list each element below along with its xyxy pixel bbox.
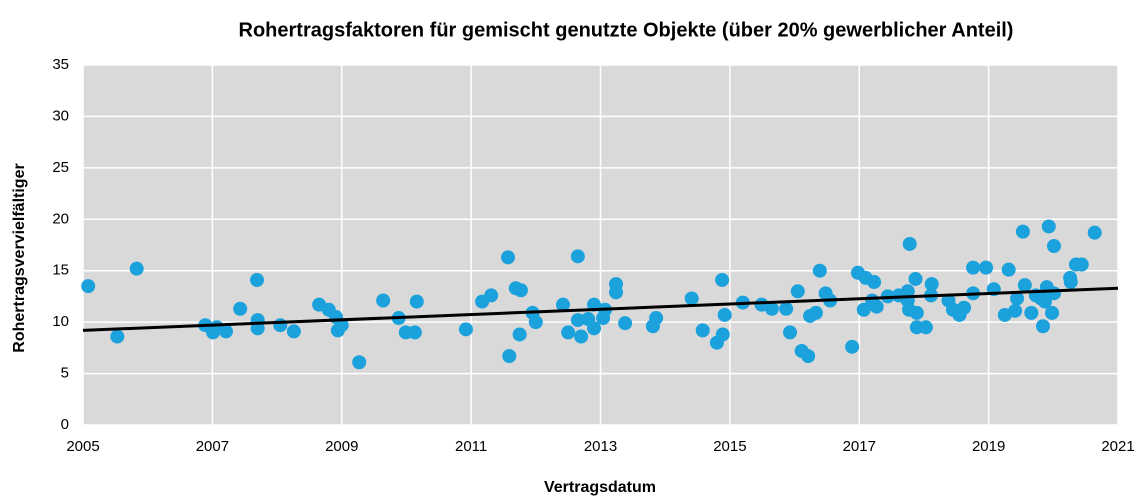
point: [808, 305, 823, 320]
point: [715, 327, 730, 342]
point: [587, 321, 602, 336]
point: [1035, 319, 1050, 334]
y-tick-label: 15: [52, 262, 69, 279]
point: [129, 261, 144, 276]
y-tick-label: 0: [61, 416, 69, 433]
point: [867, 275, 882, 290]
point: [233, 301, 248, 316]
point: [979, 260, 994, 275]
point: [528, 315, 543, 330]
point: [609, 285, 624, 300]
point: [458, 322, 473, 337]
point: [561, 325, 576, 340]
point: [918, 320, 933, 335]
point: [1015, 224, 1030, 239]
point: [1037, 294, 1052, 309]
point: [250, 272, 265, 287]
point: [1045, 305, 1060, 320]
point: [783, 325, 798, 340]
x-tick-label: 2021: [1101, 438, 1134, 455]
trendline: [82, 286, 1119, 332]
y-tick-label: 35: [52, 56, 69, 73]
point: [502, 349, 517, 364]
point: [218, 324, 233, 339]
point: [1074, 257, 1089, 272]
x-tick-label: 2005: [66, 438, 99, 455]
point: [649, 311, 664, 326]
point: [1041, 219, 1056, 234]
point: [1001, 262, 1016, 277]
point: [695, 323, 710, 338]
x-tick-label: 2009: [325, 438, 358, 455]
point: [570, 313, 585, 328]
point: [790, 284, 805, 299]
point: [764, 301, 779, 316]
point: [801, 349, 816, 364]
point: [1046, 286, 1061, 301]
point: [352, 355, 367, 370]
y-tick-label: 30: [52, 107, 69, 124]
y-tick-label: 25: [52, 159, 69, 176]
point: [376, 293, 391, 308]
point: [570, 249, 585, 264]
x-tick-label: 2019: [972, 438, 1005, 455]
point: [957, 300, 972, 315]
point: [1024, 305, 1039, 320]
point: [966, 260, 981, 275]
point: [715, 272, 730, 287]
point: [273, 318, 288, 333]
x-axis-label: Vertragsdatum: [544, 479, 656, 496]
point: [908, 271, 923, 286]
point: [334, 318, 349, 333]
point: [684, 291, 699, 306]
x-tick-label: 2013: [584, 438, 617, 455]
point: [81, 279, 96, 294]
point: [574, 329, 589, 344]
point: [909, 305, 924, 320]
point: [1063, 275, 1078, 290]
point: [856, 302, 871, 317]
point: [1046, 239, 1061, 254]
point: [1008, 303, 1023, 318]
point: [409, 294, 424, 309]
point: [717, 307, 732, 322]
point: [845, 339, 860, 354]
point: [869, 299, 884, 314]
point: [110, 329, 125, 344]
x-tick-label: 2017: [843, 438, 876, 455]
point: [1017, 278, 1032, 293]
point: [500, 250, 515, 265]
point: [286, 324, 301, 339]
point: [924, 277, 939, 292]
point: [812, 263, 827, 278]
point: [779, 301, 794, 316]
point: [484, 288, 499, 303]
point: [1010, 291, 1025, 306]
point: [1087, 225, 1102, 240]
point: [512, 327, 527, 342]
point: [618, 316, 633, 331]
x-tick-label: 2007: [196, 438, 229, 455]
point: [407, 325, 422, 340]
chart-title: Rohertragsfaktoren für gemischt genutzte…: [239, 19, 1014, 41]
x-tick-label: 2011: [455, 438, 487, 455]
point: [555, 297, 570, 312]
x-tick-label: 2015: [713, 438, 746, 455]
y-tick-label: 10: [52, 313, 69, 330]
y-tick-label: 20: [52, 210, 69, 227]
point: [902, 236, 917, 251]
y-tick-label: 5: [61, 365, 69, 382]
y-axis-label: Rohertragsvervielfältiger: [11, 163, 28, 352]
point: [513, 283, 528, 298]
